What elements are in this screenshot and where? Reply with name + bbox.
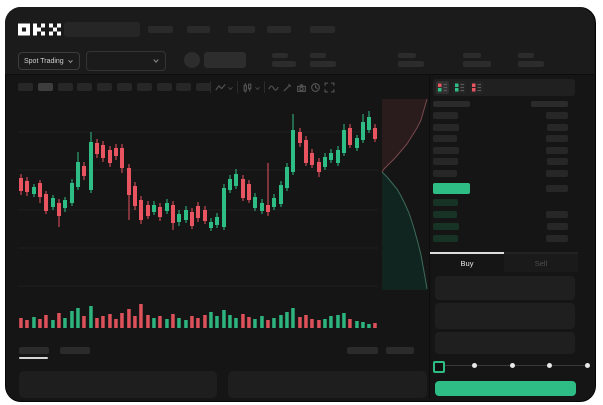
ask-row-amount[interactable] — [546, 112, 568, 119]
ask-row-price[interactable] — [433, 169, 457, 177]
nav-item-placeholder[interactable] — [228, 26, 255, 33]
search-input[interactable] — [64, 22, 140, 37]
bottom-tab-placeholder[interactable] — [19, 347, 49, 354]
stat-label-placeholder — [398, 53, 416, 58]
timeframe-button[interactable] — [58, 83, 73, 91]
order-field-2[interactable] — [435, 303, 575, 329]
panel-divider — [429, 75, 430, 399]
toolbar-divider — [237, 81, 238, 93]
orderbook-header-price — [433, 101, 470, 107]
bid-row-price[interactable] — [433, 235, 458, 242]
ask-row-price[interactable] — [433, 146, 459, 154]
tab-sell-label: Sell — [534, 258, 548, 268]
ask-row-amount[interactable] — [547, 158, 568, 165]
stat-label-placeholder — [463, 53, 481, 58]
indicator-dropdown-icon[interactable] — [215, 82, 226, 93]
slider-step-dot[interactable] — [472, 362, 477, 368]
nav-item-placeholder[interactable] — [187, 26, 210, 33]
fullscreen-icon[interactable] — [324, 82, 335, 93]
orderbook-view-combined-book-icon[interactable] — [436, 81, 449, 94]
ask-row-price[interactable] — [433, 112, 458, 119]
timeframe-button[interactable] — [196, 83, 211, 91]
nav-item-placeholder[interactable] — [267, 26, 291, 33]
nav-item-placeholder[interactable] — [310, 26, 335, 33]
orderbook-view-asks-only-icon[interactable] — [470, 81, 483, 94]
timeframe-button[interactable] — [77, 83, 92, 91]
ask-row-amount[interactable] — [546, 135, 568, 142]
tab-buy[interactable]: Buy — [430, 252, 504, 272]
nav-item-placeholder[interactable] — [148, 26, 173, 33]
wave-line-tool-icon[interactable] — [268, 82, 279, 93]
bottom-action-placeholder[interactable] — [386, 347, 414, 354]
bid-row-amount[interactable] — [546, 211, 568, 218]
bottom-panel-placeholder — [19, 371, 217, 398]
slider-step-dot[interactable] — [509, 362, 515, 368]
ask-row-amount[interactable] — [546, 146, 568, 154]
ask-row-price[interactable] — [433, 123, 459, 131]
tab-buy-label: Buy — [460, 258, 474, 268]
bid-row-price[interactable] — [433, 199, 458, 206]
pair-dropdown[interactable] — [86, 51, 166, 71]
chevron-down-icon — [68, 59, 73, 63]
bottom-tab-placeholder[interactable] — [60, 347, 90, 354]
bid-row-price[interactable] — [433, 211, 457, 218]
stat-value-placeholder — [272, 61, 296, 67]
header-divider — [5, 74, 594, 75]
bid-row-amount[interactable] — [546, 235, 568, 242]
last-price-amount — [546, 185, 568, 192]
ask-row-price[interactable] — [433, 135, 457, 142]
stat-value-placeholder — [463, 61, 491, 67]
stat-value-placeholder — [310, 61, 336, 67]
slider-handle[interactable] — [433, 361, 445, 373]
chevron-icon[interactable] — [227, 85, 234, 92]
bid-row-price[interactable] — [433, 223, 459, 230]
tab-sell[interactable]: Sell — [504, 252, 578, 272]
timeframe-button[interactable] — [97, 83, 112, 91]
okx-logo[interactable] — [18, 23, 62, 36]
orderbook-header-amount — [531, 101, 568, 107]
draw-tool-icon[interactable] — [282, 82, 293, 93]
stat-label-placeholder — [272, 53, 288, 58]
market-type-dropdown[interactable]: Spot Trading — [18, 52, 80, 70]
timer-icon[interactable] — [310, 82, 321, 93]
timeframe-button[interactable] — [176, 83, 191, 91]
candle-type-dropdown-icon[interactable] — [242, 82, 253, 93]
header-action-button[interactable] — [204, 52, 246, 68]
order-field-3[interactable] — [435, 332, 575, 354]
ask-row-amount[interactable] — [547, 123, 568, 131]
bid-row-amount[interactable] — [547, 223, 568, 230]
stat-value-placeholder — [398, 61, 424, 67]
stat-label-placeholder — [310, 53, 326, 58]
buy-submit-button[interactable] — [435, 381, 576, 396]
order-field-1[interactable] — [435, 276, 575, 300]
toolbar-divider — [264, 81, 265, 93]
chevron-down-icon — [153, 59, 159, 64]
timeframe-button[interactable] — [117, 83, 132, 91]
orderbook-toolbar — [433, 79, 575, 96]
trade-tabs: Buy Sell — [430, 252, 578, 272]
slider-step-dot[interactable] — [584, 362, 590, 368]
chevron-icon[interactable] — [254, 85, 261, 92]
bottom-action-placeholder[interactable] — [347, 347, 378, 354]
bottom-tab-active-underline — [19, 357, 48, 359]
stat-label-placeholder — [518, 53, 534, 58]
token-icon — [184, 52, 200, 68]
timeframe-button[interactable] — [157, 83, 172, 91]
timeframe-button[interactable] — [38, 83, 53, 91]
toolbar-divider — [210, 81, 211, 93]
last-price-highlight[interactable] — [433, 183, 470, 194]
market-type-label: Spot Trading — [24, 57, 64, 65]
camera-icon[interactable] — [296, 82, 307, 93]
bottom-panel-placeholder — [228, 371, 427, 398]
ask-row-price[interactable] — [433, 158, 458, 165]
orderbook-view-bids-only-icon[interactable] — [453, 81, 466, 94]
slider-step-dot[interactable] — [547, 362, 552, 368]
timeframe-button[interactable] — [137, 83, 152, 91]
ask-row-amount[interactable] — [546, 169, 568, 177]
stat-value-placeholder — [518, 61, 544, 67]
timeframe-button[interactable] — [18, 83, 33, 91]
